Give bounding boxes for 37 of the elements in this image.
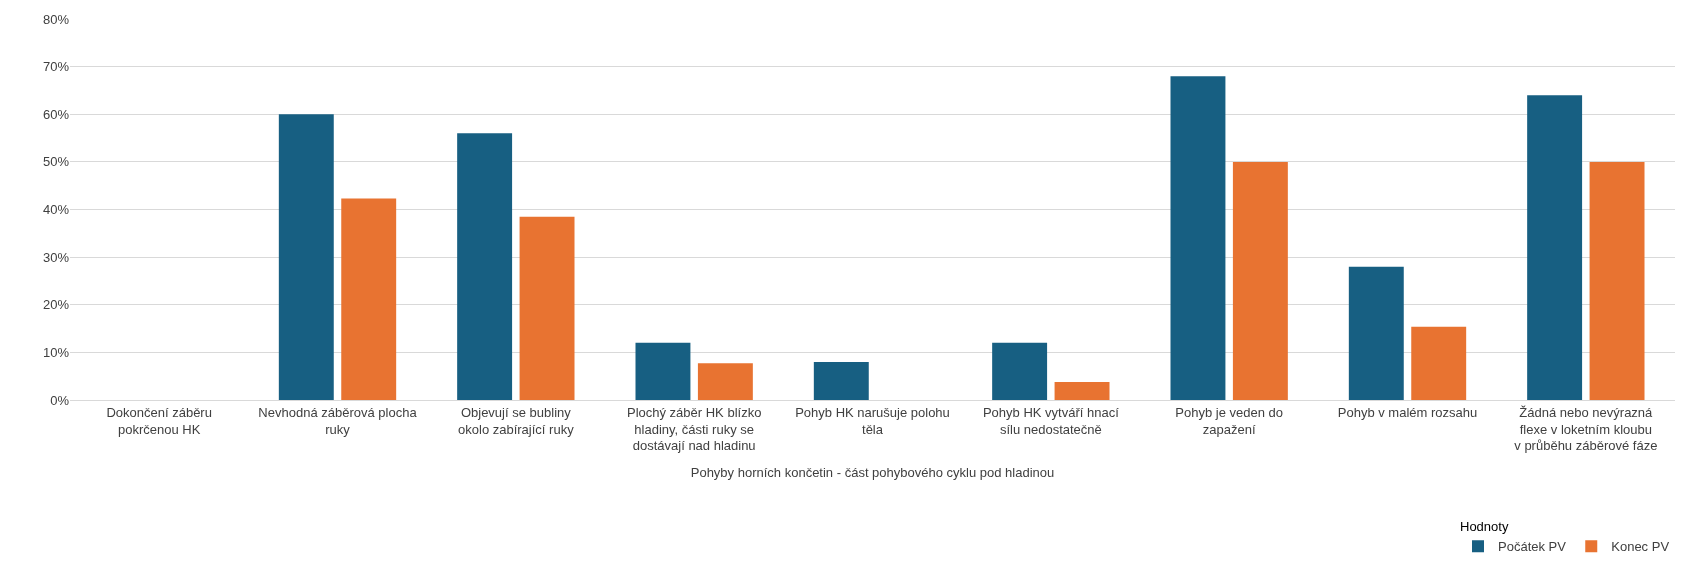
x-tick-label: Pohyb je veden do zapažení (1175, 404, 1284, 437)
bar (341, 198, 397, 400)
x-axis-title: Pohyby horních končetin - část pohybového cyklu pod hladinou (690, 465, 1055, 480)
legend-label: Počátek PV (1498, 539, 1567, 555)
bar (1589, 161, 1645, 400)
y-tick-label: 60% (42, 106, 70, 122)
y-tick-label: 80% (42, 11, 70, 27)
y-tick-label: 40% (42, 202, 70, 218)
bar (1411, 326, 1467, 400)
y-tick-label: 20% (42, 297, 70, 313)
x-tick-label: Plochý záběr HK blízko hladiny, části ruky se dostávají nad hladinu (626, 404, 762, 454)
bar (278, 114, 334, 400)
bar (457, 133, 513, 400)
bar (1527, 95, 1583, 400)
x-tick-label: Žádná nebo nevýrazná flexe v loketním kloubu v průběhu záběrové fáze (1514, 404, 1658, 454)
bar (697, 363, 753, 400)
bar (1232, 161, 1288, 400)
legend-title: Hodnoty (1460, 519, 1509, 535)
x-tick-label: Pohyb HK vytváří hnací sílu nedostatečně (982, 404, 1120, 437)
legend-label: Konec PV (1611, 539, 1670, 555)
bar (1170, 76, 1226, 400)
y-tick-label: 0% (50, 392, 70, 408)
y-tick-label: 70% (42, 59, 70, 75)
bar (1348, 266, 1404, 400)
x-tick-label: Nevhodná záběrová plocha ruky (258, 404, 418, 437)
bar (519, 216, 575, 400)
y-tick-label: 10% (42, 344, 70, 360)
x-tick-label: Objevují se bubliny okolo zabírající ruky (458, 404, 575, 437)
bar (992, 342, 1048, 400)
bar (813, 361, 869, 400)
bar (635, 342, 691, 400)
bar (1054, 381, 1110, 400)
y-tick-label: 50% (42, 154, 70, 170)
x-tick-label: Dokončení záběru pokrčenou HK (106, 404, 212, 437)
y-tick-label: 30% (42, 249, 70, 265)
x-tick-label: Pohyb v malém rozsahu (1337, 404, 1478, 420)
x-tick-label: Pohyb HK narušuje polohu těla (795, 404, 950, 437)
